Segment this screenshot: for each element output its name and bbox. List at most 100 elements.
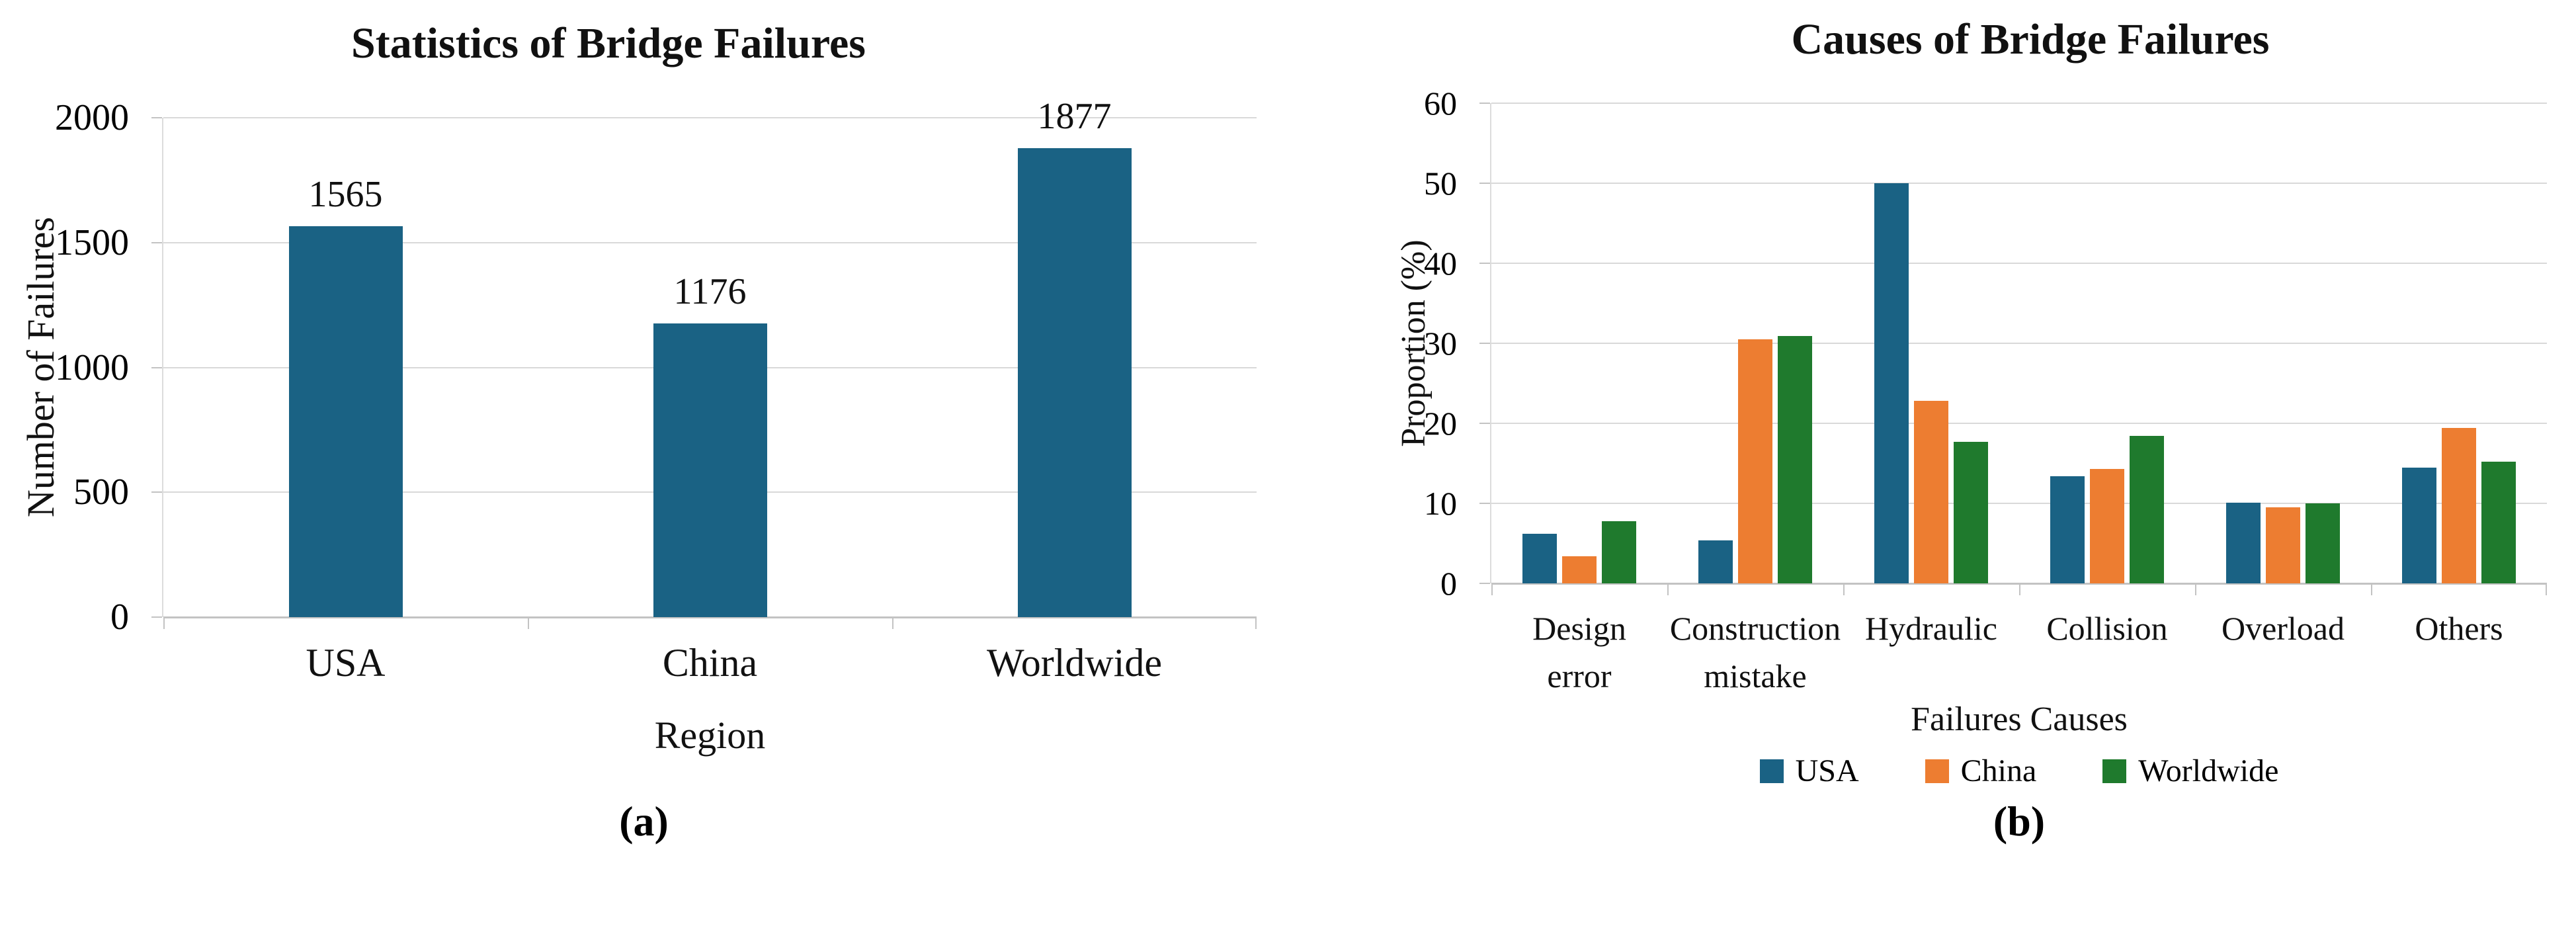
y-tick-label-1000: 1000 <box>55 347 129 388</box>
x-axis-line <box>163 616 1257 618</box>
x-tick-mark-5 <box>2371 583 2372 595</box>
chart-b-x-axis-title: Failures Causes <box>1911 700 2128 738</box>
chart-a-y-axis-title: Number of Failures <box>19 216 62 518</box>
x-tick-mark-1 <box>528 617 529 629</box>
bar-china-overload <box>2266 507 2300 583</box>
y-tick-label-2000: 2000 <box>55 97 129 138</box>
chart-a-title: Statistics of Bridge Failures <box>351 19 866 67</box>
legend-label-china: China <box>1960 753 2037 788</box>
bar-china-collision <box>2090 468 2124 583</box>
y-tick-mark-1000 <box>151 366 162 368</box>
bar-worldwide-others <box>2481 462 2516 583</box>
y-tick-mark-30 <box>1479 343 1490 344</box>
bar-usa-others <box>2402 467 2436 583</box>
category-label-design-error: Design error <box>1532 610 1626 694</box>
chart-b-title: Causes of Bridge Failures <box>1791 15 2270 63</box>
x-axis-line <box>1491 583 2547 585</box>
chart-b-legend: USA China Worldwide <box>1491 753 2547 789</box>
gridline-1500 <box>163 241 1257 243</box>
bar-china-others <box>2442 428 2476 583</box>
gridline-30 <box>1491 343 2547 344</box>
caption-a: (a) <box>619 798 669 845</box>
y-tick-mark-50 <box>1479 183 1490 184</box>
y-tick-label-0: 0 <box>110 597 129 638</box>
y-tick-mark-500 <box>151 491 162 493</box>
bar-usa-overload <box>2226 502 2261 583</box>
bar-worldwide-collision <box>2130 436 2164 583</box>
bar-value-label-1565: 1565 <box>308 174 383 216</box>
x-tick-mark-6 <box>2546 583 2547 595</box>
gridline-2000 <box>163 117 1257 118</box>
chart-a-plot-area: 0 500 1000 1500 2000 USA China Worldwide 1565 117… <box>55 98 1257 684</box>
bar-worldwide-design-error <box>1602 521 1636 583</box>
y-tick-mark-40 <box>1479 263 1490 264</box>
gridline-20 <box>1491 423 2547 424</box>
bar-china <box>653 323 767 617</box>
y-tick-label-20: 20 <box>1424 405 1457 442</box>
chart-b-plot-area: 0 10 20 30 40 50 60 Design error Construction mist… <box>1424 87 2547 694</box>
x-tick-mark-3 <box>1255 617 1257 629</box>
x-tick-mark-0 <box>163 617 165 629</box>
y-tick-mark-0 <box>151 616 162 618</box>
category-label-construction-mistake: Construction mistake <box>1669 610 1841 694</box>
y-axis-line <box>162 118 163 617</box>
legend-item-worldwide: Worldwide <box>2102 753 2278 789</box>
x-tick-mark-2 <box>1843 583 1845 595</box>
legend-swatch-worldwide <box>2102 759 2127 783</box>
y-tick-mark-20 <box>1479 423 1490 424</box>
y-axis-line <box>1490 103 1491 583</box>
category-label-overload: Overload <box>2221 610 2345 647</box>
y-tick-mark-2000 <box>151 117 162 118</box>
y-tick-label-50: 50 <box>1424 165 1457 202</box>
legend-swatch-usa <box>1759 759 1784 783</box>
bar-worldwide <box>1017 148 1132 617</box>
gridline-60 <box>1491 103 2547 104</box>
gridline-1000 <box>163 366 1257 368</box>
y-tick-label-40: 40 <box>1424 245 1457 282</box>
category-label-usa: USA <box>306 641 386 685</box>
chart-b-y-axis-title: Proportion (%) <box>1395 239 1433 447</box>
y-tick-label-0: 0 <box>1440 565 1457 602</box>
bar-usa <box>288 226 403 617</box>
legend-item-usa: USA <box>1759 753 1859 789</box>
bar-usa-design-error <box>1522 533 1557 583</box>
chart-a-x-axis-title: Region <box>654 714 766 757</box>
y-tick-mark-0 <box>1479 583 1490 584</box>
legend-swatch-china <box>1925 759 1949 783</box>
y-tick-label-10: 10 <box>1424 485 1457 522</box>
x-tick-mark-1 <box>1667 583 1669 595</box>
bar-china-construction-mistake <box>1738 339 1772 583</box>
y-tick-mark-1500 <box>151 241 162 243</box>
bar-china-hydraulic <box>1914 401 1948 583</box>
bar-worldwide-construction-mistake <box>1778 336 1812 583</box>
y-tick-label-500: 500 <box>73 472 129 513</box>
category-label-collision: Collision <box>2046 610 2168 647</box>
y-tick-label-60: 60 <box>1424 85 1457 122</box>
category-label-worldwide: Worldwide <box>986 641 1163 685</box>
bar-china-design-error <box>1562 556 1597 583</box>
bar-value-label-1176: 1176 <box>673 271 747 313</box>
x-tick-mark-2 <box>892 617 893 629</box>
bar-worldwide-overload <box>2306 503 2340 583</box>
bar-usa-hydraulic <box>1874 183 1909 583</box>
bar-usa-collision <box>2050 476 2085 583</box>
legend-label-worldwide: Worldwide <box>2138 753 2279 788</box>
category-label-others: Others <box>2415 610 2503 647</box>
x-tick-mark-0 <box>1491 583 1493 595</box>
gridline-50 <box>1491 183 2547 184</box>
legend-item-china: China <box>1925 753 2037 789</box>
gridline-10 <box>1491 503 2547 504</box>
y-tick-mark-60 <box>1479 103 1490 104</box>
bar-worldwide-hydraulic <box>1954 441 1988 583</box>
legend-label-usa: USA <box>1795 753 1859 788</box>
x-tick-mark-4 <box>2195 583 2196 595</box>
bar-usa-construction-mistake <box>1698 540 1733 583</box>
y-tick-label-30: 30 <box>1424 325 1457 362</box>
caption-b: (b) <box>1993 798 2046 845</box>
gridline-500 <box>163 491 1257 493</box>
bar-value-label-1877: 1877 <box>1037 96 1112 138</box>
category-label-china: China <box>662 641 758 685</box>
